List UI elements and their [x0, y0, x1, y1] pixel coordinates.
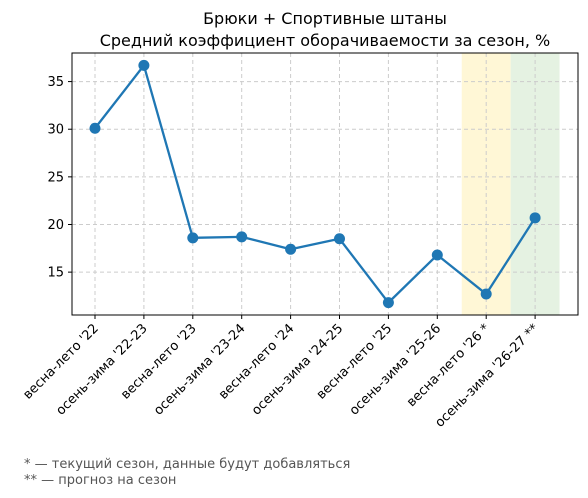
y-tick-label: 25 — [47, 170, 64, 185]
plot-frame — [71, 52, 579, 316]
footnote-current-season: * — текущий сезон, данные будут добавлят… — [24, 457, 351, 472]
chart-title: Брюки + Спортивные штаны — [203, 9, 447, 28]
x-tick-label: осень-зима '22-23 — [53, 321, 150, 418]
data-point — [480, 288, 492, 300]
footnote-forecast: ** — прогноз на сезон — [24, 473, 177, 488]
y-tick-label: 30 — [47, 123, 64, 138]
series-points — [89, 59, 541, 309]
chart-subtitle: Средний коэффициент оборачиваемости за с… — [100, 31, 551, 50]
data-point — [285, 243, 297, 255]
x-tick-label: весна-лето '26 * — [404, 321, 493, 410]
data-point — [187, 232, 199, 244]
data-point — [529, 212, 541, 224]
y-tick-label: 35 — [47, 75, 64, 90]
data-point — [431, 249, 443, 261]
highlight-band-1 — [510, 53, 560, 315]
x-tick-label: осень-зима '23-24 — [151, 321, 248, 418]
highlight-bands — [461, 53, 560, 315]
data-point — [382, 297, 394, 309]
y-tick-label: 20 — [47, 218, 64, 233]
x-tick-label: осень-зима '24-25 — [249, 321, 346, 418]
grid-lines — [72, 53, 578, 315]
data-point — [236, 231, 248, 243]
x-tick-label: осень-зима '25-26 — [347, 321, 444, 418]
y-axis: 15 20 25 30 35 — [47, 75, 72, 281]
series-line — [94, 64, 537, 304]
data-point — [138, 59, 150, 71]
data-point — [334, 233, 345, 245]
highlight-band-0 — [461, 53, 511, 315]
data-point — [89, 122, 101, 134]
y-tick-label: 15 — [47, 266, 64, 281]
